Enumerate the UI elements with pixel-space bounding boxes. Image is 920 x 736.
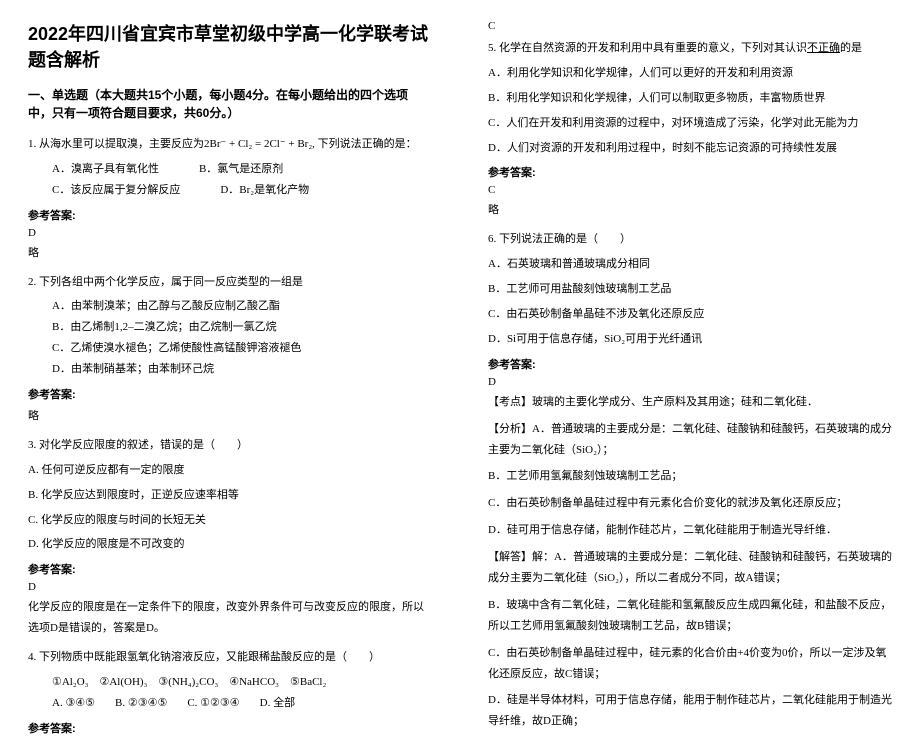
q1-opt-d: D．Br₂是氧化产物 <box>220 180 309 201</box>
kp-text: 玻璃的主要化学成分、生产原料及其用途；硅和二氧化硅． <box>532 396 818 408</box>
q6-opt-a: A．石英玻璃和普通玻璃成分相同 <box>488 254 892 275</box>
q4-ans: C <box>488 20 892 32</box>
q6-fx-a: 【分析】A．普通玻璃的主要成分是：二氧化硅、硅酸钠和硅酸钙，石英玻璃的成分主要为… <box>488 419 892 461</box>
q6-ans: D <box>488 376 892 388</box>
q2-opt-a: A．由苯制溴苯；由乙醇与乙酸反应制乙酸乙酯 <box>28 296 432 317</box>
q1-ans-label: 参考答案: <box>28 207 432 223</box>
fx-a-text: A．普通玻璃的主要成分是：二氧化硅、硅酸钠和硅酸钙，石英玻璃的成分主要为二氧化硅… <box>488 423 892 456</box>
q4-ans-label: 参考答案: <box>28 720 432 736</box>
q3-opt-d: D. 化学反应的限度是不可改变的 <box>28 534 432 555</box>
q4-choices: A. ③④⑤ B. ②③④⑤ C. ①②③④ D. 全部 <box>28 693 432 714</box>
q6-kp: 【考点】玻璃的主要化学成分、生产原料及其用途；硅和二氧化硅． <box>488 392 892 413</box>
q5-opt-a: A．利用化学知识和化学规律，人们可以更好的开发和利用资源 <box>488 63 892 84</box>
q1-opt-c: C．该反应属于复分解反应 <box>52 180 180 201</box>
q6-jd-d: D．硅是半导体材料，可用于信息存储，能用于制作硅芯片，二氧化硅能用于制造光导纤维… <box>488 690 892 732</box>
q2-stem: 2. 下列各组中两个化学反应，属于同一反应类型的一组是 <box>28 272 432 293</box>
q3-ans-label: 参考答案: <box>28 561 432 577</box>
question-2: 2. 下列各组中两个化学反应，属于同一反应类型的一组是 A．由苯制溴苯；由乙醇与… <box>28 272 432 427</box>
q3-expl: 化学反应的限度是在一定条件下的限度，改变外界条件可与改变反应的限度，所以选项D是… <box>28 597 432 639</box>
section-header: 一、单选题（本大题共15个小题，每小题4分。在每小题给出的四个选项中，只有一项符… <box>28 86 432 122</box>
q4-stem: 4. 下列物质中既能跟氢氧化钠溶液反应，又能跟稀盐酸反应的是（ ） <box>28 647 432 668</box>
q5-stem-underline: 不正确 <box>807 42 840 54</box>
q4-opt-a: A. ③④⑤ <box>52 693 95 714</box>
q6-fx-c: C．由石英砂制备单晶硅过程中有元素化合价变化的就涉及氧化还原反应； <box>488 493 892 514</box>
q6-stem: 6. 下列说法正确的是（ ） <box>488 229 892 250</box>
q5-stem-pre: 5. 化学在自然资源的开发和利用中具有重要的意义，下列对其认识 <box>488 42 807 54</box>
q5-opt-b: B．利用化学知识和化学规律，人们可以制取更多物质，丰富物质世界 <box>488 88 892 109</box>
q2-opt-c: C．乙烯使溴水褪色；乙烯使酸性高锰酸钾溶液褪色 <box>28 338 432 359</box>
q2-ans-label: 参考答案: <box>28 386 432 402</box>
q4-items: ①Al₂O₃ ②Al(OH)₃ ③(NH₄)₂CO₃ ④NaHCO₃ ⑤BaCl… <box>28 672 432 693</box>
jd-a-text: 解：A．普通玻璃的主要成分是：二氧化硅、硅酸钠和硅酸钙，石英玻璃的成分主要为二氧… <box>488 551 892 584</box>
q4-opt-b: B. ②③④⑤ <box>115 693 167 714</box>
q1-stem: 1. 从海水里可以提取溴，主要反应为2Br⁻ + Cl₂ = 2Cl⁻ + Br… <box>28 134 432 155</box>
q1-opt-a: A．溴离子具有氧化性 <box>52 159 159 180</box>
question-1: 1. 从海水里可以提取溴，主要反应为2Br⁻ + Cl₂ = 2Cl⁻ + Br… <box>28 134 432 264</box>
q4-opt-c: C. ①②③④ <box>187 693 239 714</box>
q3-stem: 3. 对化学反应限度的叙述，错误的是（ ） <box>28 435 432 456</box>
q6-opt-b: B．工艺师可用盐酸刻蚀玻璃制工艺品 <box>488 279 892 300</box>
kp-label: 【考点】 <box>488 396 532 408</box>
q2-ans: 略 <box>28 406 432 427</box>
q4-opt-d: D. 全部 <box>260 693 295 714</box>
q5-ans: C <box>488 184 892 196</box>
question-3: 3. 对化学反应限度的叙述，错误的是（ ） A. 任何可逆反应都有一定的限度 B… <box>28 435 432 639</box>
fx-label: 【分析】 <box>488 423 532 435</box>
q6-opt-d: D．Si可用于信息存储，SiO₂可用于光纤通讯 <box>488 329 892 350</box>
q2-opt-b: B．由乙烯制1,2–二溴乙烷；由乙烷制一氯乙烷 <box>28 317 432 338</box>
q6-jd-b: B．玻璃中含有二氧化硅，二氧化硅能和氢氟酸反应生成四氟化硅，和盐酸不反应，所以工… <box>488 595 892 637</box>
q6-fx-d: D．硅可用于信息存储，能制作硅芯片，二氧化硅能用于制造光导纤维． <box>488 520 892 541</box>
q5-stem: 5. 化学在自然资源的开发和利用中具有重要的意义，下列对其认识不正确的是 <box>488 38 892 59</box>
q1-opts-row2: C．该反应属于复分解反应 D．Br₂是氧化产物 <box>28 180 432 201</box>
jd-label: 【解答】 <box>488 551 532 563</box>
q3-opt-c: C. 化学反应的限度与时间的长短无关 <box>28 510 432 531</box>
question-4: 4. 下列物质中既能跟氢氧化钠溶液反应，又能跟稀盐酸反应的是（ ） ①Al₂O₃… <box>28 647 432 736</box>
q1-opt-b: B．氯气是还原剂 <box>199 159 283 180</box>
q5-expl: 略 <box>488 200 892 221</box>
q6-jd-a: 【解答】解：A．普通玻璃的主要成分是：二氧化硅、硅酸钠和硅酸钙，石英玻璃的成分主… <box>488 547 892 589</box>
q6-fx-b: B．工艺师用氢氟酸刻蚀玻璃制工艺品； <box>488 466 892 487</box>
q5-stem-post: 的是 <box>840 42 862 54</box>
exam-title: 2022年四川省宜宾市草堂初级中学高一化学联考试题含解析 <box>28 20 432 72</box>
right-column: C 5. 化学在自然资源的开发和利用中具有重要的意义，下列对其认识不正确的是 A… <box>460 0 920 651</box>
left-column: 2022年四川省宜宾市草堂初级中学高一化学联考试题含解析 一、单选题（本大题共1… <box>0 0 460 651</box>
q1-opts-row1: A．溴离子具有氧化性 B．氯气是还原剂 <box>28 159 432 180</box>
q3-ans: D <box>28 581 432 593</box>
question-6: 6. 下列说法正确的是（ ） A．石英玻璃和普通玻璃成分相同 B．工艺师可用盐酸… <box>488 229 892 732</box>
q2-opt-d: D．由苯制硝基苯；由苯制环己烷 <box>28 359 432 380</box>
q1-expl: 略 <box>28 243 432 264</box>
q3-opt-a: A. 任何可逆反应都有一定的限度 <box>28 460 432 481</box>
q3-opt-b: B. 化学反应达到限度时，正逆反应速率相等 <box>28 485 432 506</box>
q6-opt-c: C．由石英砂制备单晶硅不涉及氧化还原反应 <box>488 304 892 325</box>
q5-ans-label: 参考答案: <box>488 164 892 180</box>
q5-opt-c: C．人们在开发和利用资源的过程中，对环境造成了污染，化学对此无能为力 <box>488 113 892 134</box>
question-5: 5. 化学在自然资源的开发和利用中具有重要的意义，下列对其认识不正确的是 A．利… <box>488 38 892 221</box>
q5-opt-d: D．人们对资源的开发和利用过程中，时刻不能忘记资源的可持续性发展 <box>488 138 892 159</box>
q1-ans: D <box>28 227 432 239</box>
q6-ans-label: 参考答案: <box>488 356 892 372</box>
q6-jd-c: C．由石英砂制备单晶硅过程中，硅元素的化合价由+4价变为0价，所以一定涉及氧化还… <box>488 643 892 685</box>
